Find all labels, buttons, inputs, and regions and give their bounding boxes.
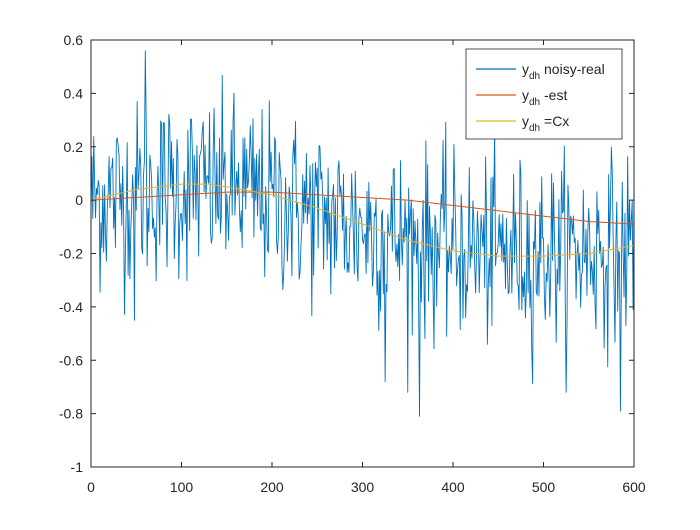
legend-label-subscript: dh [529, 123, 540, 134]
legend-label-subscript: dh [529, 97, 540, 108]
x-tick-label: 200 [260, 479, 284, 495]
legend-box [465, 48, 623, 140]
y-axis-ticks: 0.6 0.4 0.2 0 -0.2 -0.4 -0.6 -0.8 -1 [59, 32, 634, 475]
x-axis-ticks: 0 100 200 300 400 500 600 [87, 40, 646, 495]
y-tick-label: 0 [75, 192, 83, 208]
y-tick-label: -0.6 [59, 352, 83, 368]
legend-label-main: y [522, 61, 529, 77]
y-tick-label: 0.2 [64, 139, 84, 155]
x-tick-label: 600 [622, 479, 646, 495]
x-tick-label: 400 [441, 479, 465, 495]
legend-label: ydh noisy-real [522, 61, 605, 82]
y-tick-label: -1 [71, 459, 84, 475]
x-tick-label: 300 [351, 479, 375, 495]
legend-label-rest: -est [540, 87, 567, 103]
series-line-est [90, 191, 635, 225]
legend-label-rest: =Cx [540, 113, 569, 129]
y-tick-label: 0.4 [64, 85, 84, 101]
legend-label-main: y [522, 87, 529, 103]
series-layer [90, 50, 635, 417]
legend-label: ydh =Cx [522, 113, 569, 134]
x-tick-label: 100 [170, 479, 194, 495]
y-tick-label: -0.8 [59, 406, 83, 422]
legend-label-rest: noisy-real [540, 61, 605, 77]
series-line-cx [90, 183, 635, 257]
y-tick-label: -0.4 [59, 299, 83, 315]
legend-label-main: y [522, 113, 529, 129]
x-tick-label: 0 [87, 479, 95, 495]
series-line-noisy-real [90, 50, 635, 417]
y-tick-label: 0.6 [64, 32, 84, 48]
legend-label: ydh -est [522, 87, 567, 108]
x-tick-label: 500 [532, 479, 556, 495]
y-tick-label: -0.2 [59, 246, 83, 262]
legend-label-subscript: dh [529, 71, 540, 82]
